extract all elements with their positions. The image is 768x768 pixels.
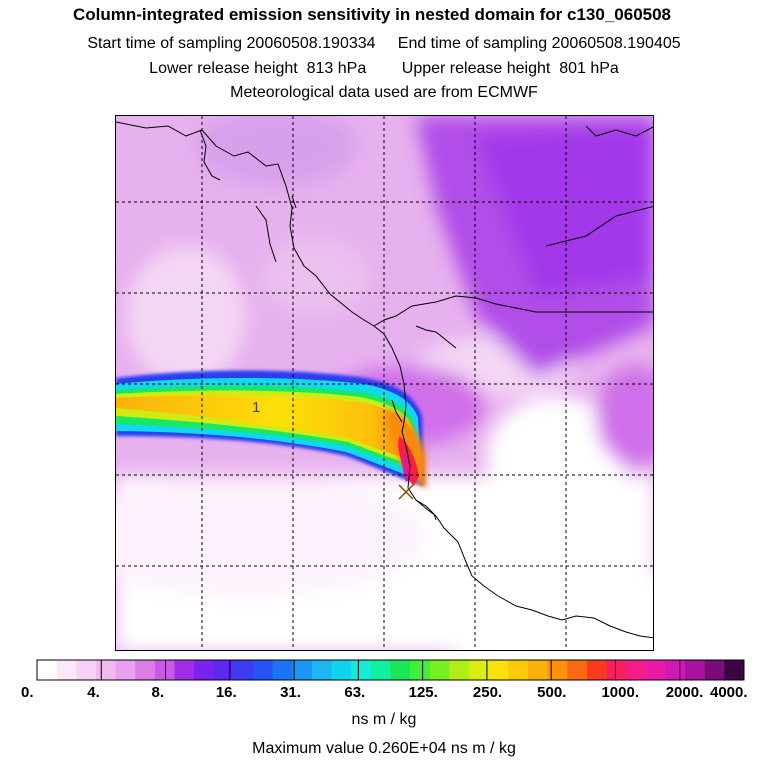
colorbar-tick-label: 4.	[87, 684, 100, 701]
colorbar-tick-label: 4000.	[710, 684, 748, 701]
colorbar-swatch	[56, 660, 77, 680]
colorbar-swatch	[626, 660, 647, 680]
colorbar-swatch	[488, 660, 509, 680]
colorbar-swatch	[527, 660, 549, 680]
colorbar-tick-label: 16.	[215, 684, 237, 701]
colorbar-swatch	[567, 660, 588, 680]
plot-title: Column-integrated emission sensitivity i…	[72, 5, 672, 24]
colorbar-swatch	[429, 660, 450, 680]
colorbar-swatch	[665, 660, 686, 680]
colorbar-swatch	[351, 660, 372, 680]
colorbar-swatch	[135, 660, 156, 680]
colorbar-swatch	[213, 660, 234, 680]
map-canvas	[116, 116, 653, 650]
colorbar-swatch	[253, 660, 274, 680]
colorbar-swatch	[95, 660, 117, 680]
colorbar-tick-label: 2000.	[665, 684, 704, 701]
colorbar-swatch	[115, 660, 136, 680]
x-marker-icon	[398, 484, 414, 500]
lat-lon-grid	[116, 116, 653, 650]
colorbar-tick-label: 500.	[537, 684, 567, 701]
colorbar-swatch	[331, 660, 352, 680]
plume-footprint	[116, 370, 426, 488]
colorbar-swatch	[311, 660, 333, 680]
sensitivity-patches	[116, 116, 653, 650]
colorbar-swatch	[449, 660, 470, 680]
colorbar-unit: ns m / kg	[351, 711, 417, 728]
release-height-line: Lower release height 813 hPa Upper relea…	[149, 60, 619, 77]
colorbar	[36, 659, 745, 681]
colorbar-swatch	[410, 660, 431, 680]
colorbar-swatch	[704, 660, 725, 680]
colorbar-swatch	[724, 660, 745, 680]
maximum-value: Maximum value 0.260E+04 ns m / kg	[252, 740, 516, 757]
colorbar-swatch	[685, 660, 706, 680]
colorbar-swatch	[233, 660, 254, 680]
colorbar-swatch	[390, 660, 411, 680]
met-data-line: Meteorological data used are from ECMWF	[230, 84, 538, 101]
colorbar-border	[36, 659, 745, 681]
emission-sensitivity-map: 1	[115, 115, 654, 651]
colorbar-swatch	[606, 660, 627, 680]
colorbar-tick-label: 0.	[21, 684, 34, 701]
colorbar-swatch	[154, 660, 175, 680]
colorbar-swatch	[292, 660, 313, 680]
colorbar-swatch	[645, 660, 666, 680]
colorbar-swatch	[508, 660, 529, 680]
colorbar-swatch	[37, 660, 58, 680]
contour-label: 1	[252, 399, 261, 416]
colorbar-swatch	[586, 660, 608, 680]
colorbar-swatch	[194, 660, 215, 680]
colorbar-tick-label: 1000.	[601, 684, 639, 701]
colorbar-swatch	[272, 660, 293, 680]
colorbar-tick-label: 8.	[151, 684, 165, 701]
colorbar-swatch	[469, 660, 490, 680]
colorbar-swatch	[174, 660, 195, 680]
sampling-time-line: Start time of sampling 20060508.190334 E…	[87, 35, 681, 52]
colorbar-tick-label: 31.	[280, 684, 301, 701]
colorbar-swatch	[76, 660, 97, 680]
colorbar-tick-label: 125.	[408, 684, 438, 701]
colorbar-tick-label: 63.	[344, 684, 366, 701]
coastline	[116, 121, 653, 639]
colorbar-swatch	[547, 660, 568, 680]
colorbar-tick-label: 250.	[472, 684, 503, 701]
colorbar-swatch	[370, 660, 391, 680]
